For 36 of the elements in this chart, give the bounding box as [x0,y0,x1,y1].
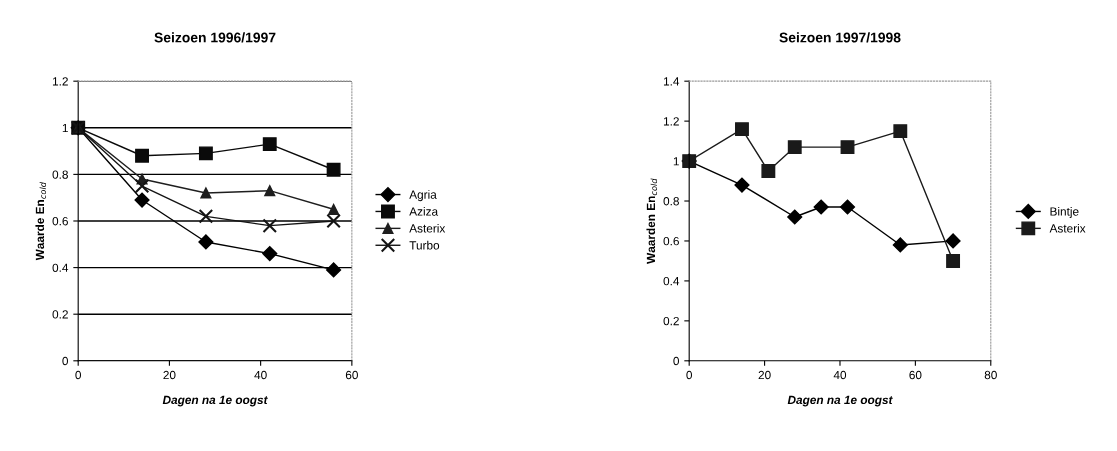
x-axis-title: Dagen na 1e oogst [787,395,893,407]
y-tick-label: 1.2 [52,77,68,86]
x-tick-label: 80 [984,370,997,380]
chart-title: Seizoen 1996/1997 [154,32,276,43]
y-axis-title: Waarde En$_{cold}$ [35,182,47,261]
legend-label: Agria [409,190,437,202]
x-tick-label: 60 [909,370,922,380]
y-tick-label: 0.8 [663,197,679,206]
y-tick-label: 0 [673,356,680,366]
y-tick-label: 0.2 [663,316,679,326]
x-tick-label: 0 [686,370,693,380]
y-tick-label: 1 [62,123,68,133]
y-axis-title: Waarden En$_{cold}$ [646,178,658,264]
x-tick-label: 60 [345,370,358,380]
x-tick-label: 40 [254,370,267,380]
x-axis-title: Dagen na 1e oogst [162,395,268,407]
legend-label: Asterix [1049,223,1086,233]
y-tick-label: 1.2 [663,117,679,126]
x-tick-label: 20 [163,370,176,380]
y-tick-label: 0 [62,356,69,366]
chart-title: Seizoen 1997/1998 [779,32,901,43]
legend-label: Asterix [409,223,446,233]
y-tick-label: 1 [673,157,679,166]
legend-label: Bintje [1050,207,1079,219]
y-tick-label: 0.6 [663,237,679,246]
y-tick-label: 0.4 [52,263,69,272]
y-tick-label: 0.6 [52,217,68,226]
x-tick-label: 40 [833,370,847,380]
legend-label: Aziza [409,207,439,216]
x-tick-label: 20 [758,370,771,380]
y-tick-label: 0.8 [52,170,68,179]
y-tick-label: 0.4 [663,276,680,286]
legend-label: Turbo [409,240,440,250]
y-tick-label: 1.4 [663,77,680,86]
y-tick-label: 0.2 [52,310,68,319]
x-tick-label: 0 [75,370,82,380]
